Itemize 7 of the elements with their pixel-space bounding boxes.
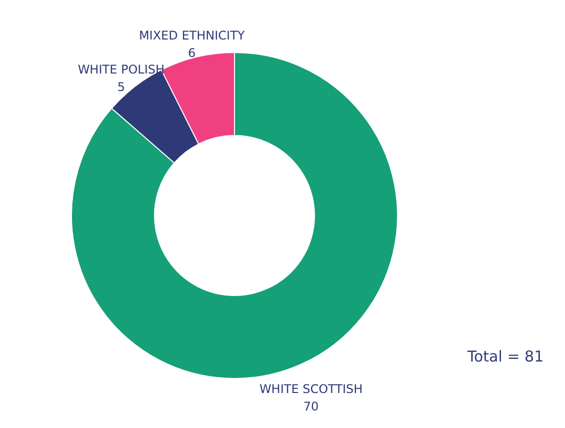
data-label: 70: [303, 399, 319, 414]
data-label: 5: [117, 80, 125, 94]
data-label: 6: [188, 46, 196, 60]
slice-label: WHITE SCOTTISH: [259, 382, 363, 396]
slice-label: WHITE POLISH: [78, 62, 165, 76]
slice-label: MIXED ETHNICITY: [138, 28, 246, 42]
text: Total = 81: [466, 348, 544, 366]
